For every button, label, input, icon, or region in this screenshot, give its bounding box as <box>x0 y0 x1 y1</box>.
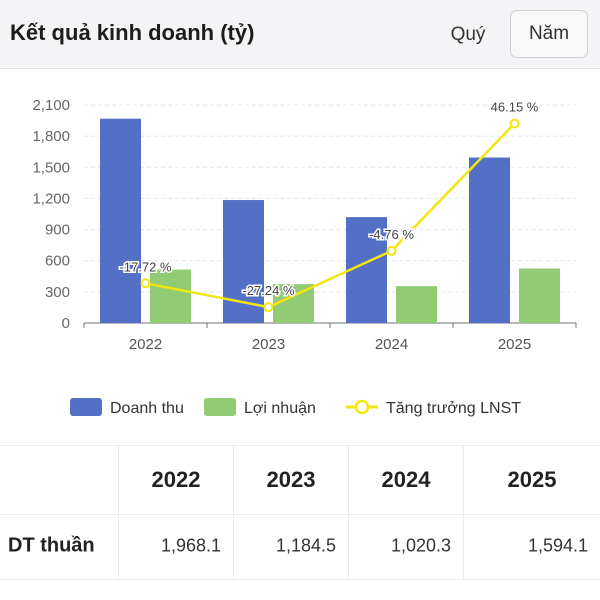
growth-point <box>263 302 274 313</box>
y-tick-label: 1,500 <box>32 159 70 176</box>
legend-item-growth: Tăng trưởng LNST <box>346 399 521 417</box>
table-header-cell: 2022 <box>118 446 233 514</box>
chart-legend: Doanh thu Lợi nhuận Tăng trưởng LNST <box>70 398 521 417</box>
legend-label: Lợi nhuận <box>244 400 316 417</box>
profit-bar <box>150 269 191 323</box>
table-row: DT thuần 1,968.1 1,184.5 1,020.3 1,594.1 <box>0 513 600 580</box>
table-header-cell: 2024 <box>348 446 463 514</box>
header: Kết quả kinh doanh (tỷ) Quý Năm <box>0 0 600 69</box>
table-header-cell: 2023 <box>233 446 348 514</box>
table-cell: 1,968.1 <box>118 513 233 579</box>
x-tick-label: 2025 <box>498 336 531 353</box>
table-cell: 1,020.3 <box>348 513 463 579</box>
legend-item-profit: Lợi nhuận <box>204 398 316 417</box>
growth-point <box>509 118 520 129</box>
table-cell: 1,184.5 <box>233 513 348 579</box>
tab-quarter[interactable]: Quý <box>438 14 498 56</box>
revenue-bar <box>100 118 141 323</box>
growth-data-label: -27.24 % <box>242 283 294 298</box>
growth-data-label: 46.15 % <box>491 100 539 115</box>
legend-swatch-marker <box>354 399 370 415</box>
y-tick-label: 900 <box>45 222 70 239</box>
growth-data-label: -17.72 % <box>119 259 171 274</box>
tab-year[interactable]: Năm <box>510 10 588 58</box>
revenue-bar <box>469 157 510 323</box>
profit-bar <box>396 286 437 323</box>
legend-swatch <box>70 398 102 416</box>
row-label: DT thuần <box>8 534 95 557</box>
table-header-cell: 2025 <box>463 446 600 514</box>
profit-bar <box>519 268 560 323</box>
x-tick-label: 2022 <box>129 336 162 353</box>
legend-label: Doanh thu <box>110 400 184 417</box>
x-tick-label: 2024 <box>375 336 408 353</box>
legend-swatch <box>204 398 236 416</box>
legend-item-revenue: Doanh thu <box>70 398 184 417</box>
page-title: Kết quả kinh doanh (tỷ) <box>10 20 255 45</box>
growth-data-label: -4.76 % <box>369 227 414 242</box>
y-tick-label: 2,100 <box>32 97 70 114</box>
growth-point <box>386 245 397 256</box>
legend-label: Tăng trưởng LNST <box>386 400 521 417</box>
business-results-chart: 0 300 600 900 1,200 1,500 1,800 2,100 2022 2023 20… <box>32 97 577 417</box>
table-cell: 1,594.1 <box>463 513 600 579</box>
y-tick-label: 1,200 <box>32 190 70 207</box>
y-tick-label: 600 <box>45 253 70 270</box>
y-tick-label: 300 <box>45 284 70 301</box>
y-tick-label: 0 <box>62 315 70 332</box>
growth-line <box>145 122 516 309</box>
revenue-bar <box>346 217 387 323</box>
growth-point <box>140 278 151 289</box>
table-header-row: 2022 2023 2024 2025 <box>0 445 600 515</box>
x-tick-label: 2023 <box>252 336 285 353</box>
y-tick-label: 1,800 <box>32 128 70 145</box>
